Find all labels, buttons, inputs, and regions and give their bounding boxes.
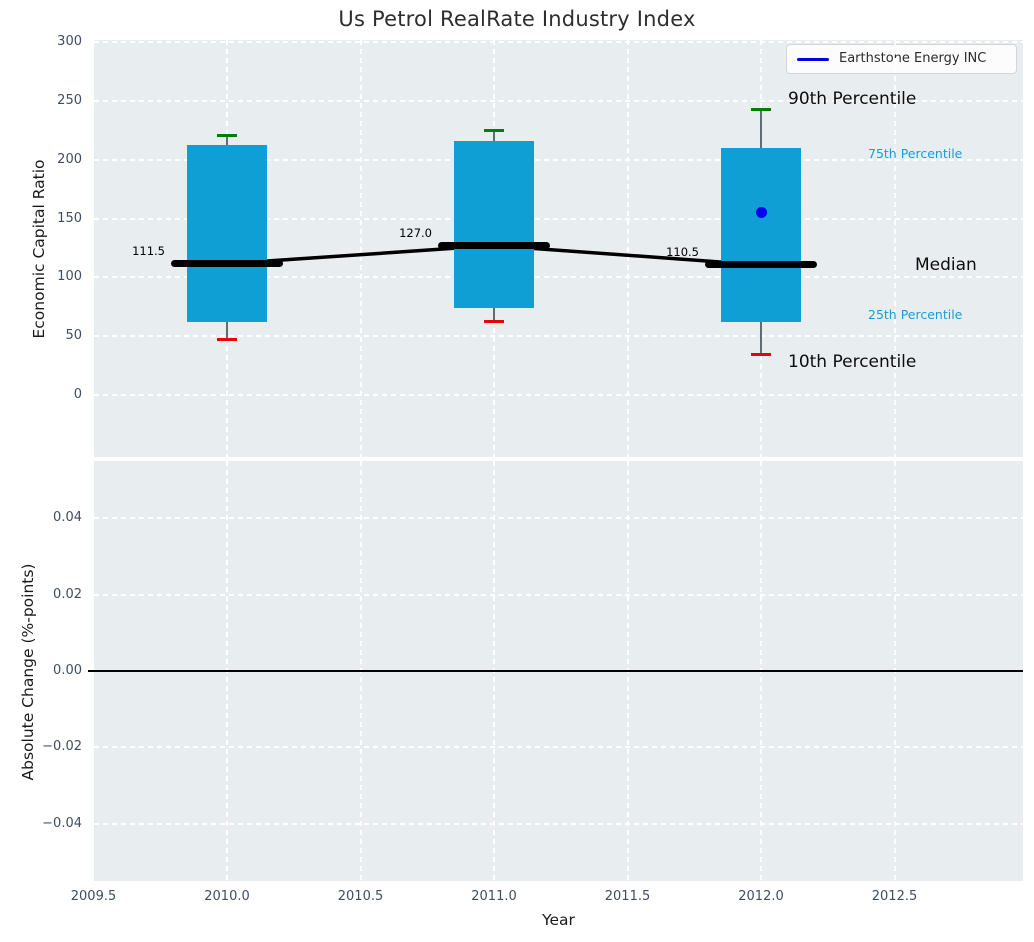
top-y-tick-label: 200 bbox=[57, 151, 82, 167]
median-bar bbox=[705, 261, 817, 269]
gridline-horizontal bbox=[94, 746, 1023, 749]
legend-line-swatch bbox=[797, 58, 829, 61]
p10-cap bbox=[751, 353, 771, 357]
gridline-horizontal bbox=[94, 100, 1023, 103]
legend-label: Earthstone Energy INC bbox=[839, 51, 987, 66]
gridline-vertical bbox=[359, 40, 362, 457]
top-y-tick-label: 250 bbox=[57, 93, 82, 109]
bottom-y-tick-label: 0.02 bbox=[53, 586, 82, 602]
median-value-label: 110.5 bbox=[666, 244, 699, 259]
bottom-y-tick-label: −0.04 bbox=[42, 815, 82, 831]
chart-title: Us Petrol RealRate Industry Index bbox=[338, 7, 696, 31]
gridline-horizontal bbox=[94, 393, 1023, 396]
gridline-horizontal bbox=[94, 41, 1023, 44]
top-y-tick-label: 150 bbox=[57, 210, 82, 226]
p10-cap bbox=[484, 320, 504, 324]
gridline-vertical bbox=[893, 40, 896, 457]
x-tick-label: 2010.0 bbox=[204, 889, 250, 904]
p75-percentile-label: 75th Percentile bbox=[868, 146, 963, 162]
gridline-horizontal bbox=[94, 517, 1023, 520]
x-tick-label: 2012.5 bbox=[871, 889, 918, 904]
median-bar bbox=[171, 260, 283, 268]
p10-percentile-label: 10th Percentile bbox=[788, 351, 917, 372]
x-axis-label: Year bbox=[542, 911, 575, 929]
iqr-box bbox=[187, 144, 267, 322]
median-value-label: 111.5 bbox=[132, 243, 165, 258]
p25-percentile-label: 25th Percentile bbox=[868, 306, 963, 322]
x-tick-label: 2009.5 bbox=[70, 889, 117, 904]
gridline-horizontal bbox=[94, 822, 1023, 825]
p90-cap bbox=[484, 128, 504, 132]
zero-reference-line bbox=[88, 670, 1023, 672]
top-y-tick-label: 300 bbox=[57, 34, 82, 50]
p90-percentile-label: 90th Percentile bbox=[788, 89, 917, 110]
top-y-tick-label: 100 bbox=[57, 269, 82, 285]
x-tick-label: 2011.5 bbox=[604, 889, 651, 904]
x-tick-label: 2011.0 bbox=[471, 889, 517, 904]
median-value-label: 127.0 bbox=[399, 225, 432, 240]
x-tick-label: 2010.5 bbox=[337, 889, 384, 904]
gridline-horizontal bbox=[94, 335, 1023, 337]
gridline-vertical bbox=[626, 40, 629, 457]
bottom-y-tick-label: 0.00 bbox=[53, 663, 82, 678]
legend: Earthstone Energy INC bbox=[786, 44, 1017, 74]
p90-cap bbox=[217, 133, 237, 137]
p90-cap bbox=[751, 107, 771, 111]
bottom-y-tick-label: 0.04 bbox=[53, 510, 82, 526]
bottom-y-tick-label: −0.02 bbox=[42, 739, 82, 755]
gridline-horizontal bbox=[94, 158, 1023, 161]
iqr-box bbox=[454, 141, 534, 308]
x-tick-label: 2012.0 bbox=[738, 889, 784, 904]
top-y-tick-label: 0 bbox=[73, 386, 82, 402]
top-y-tick-label: 50 bbox=[65, 328, 82, 343]
gridline-horizontal bbox=[94, 276, 1023, 279]
iqr-box bbox=[721, 148, 801, 322]
median-bar bbox=[438, 242, 550, 250]
median-annotation-label: Median bbox=[915, 254, 977, 275]
company-data-point bbox=[755, 207, 767, 219]
gridline-horizontal bbox=[94, 593, 1023, 596]
gridline-horizontal bbox=[94, 217, 1023, 220]
p10-cap bbox=[217, 338, 237, 342]
